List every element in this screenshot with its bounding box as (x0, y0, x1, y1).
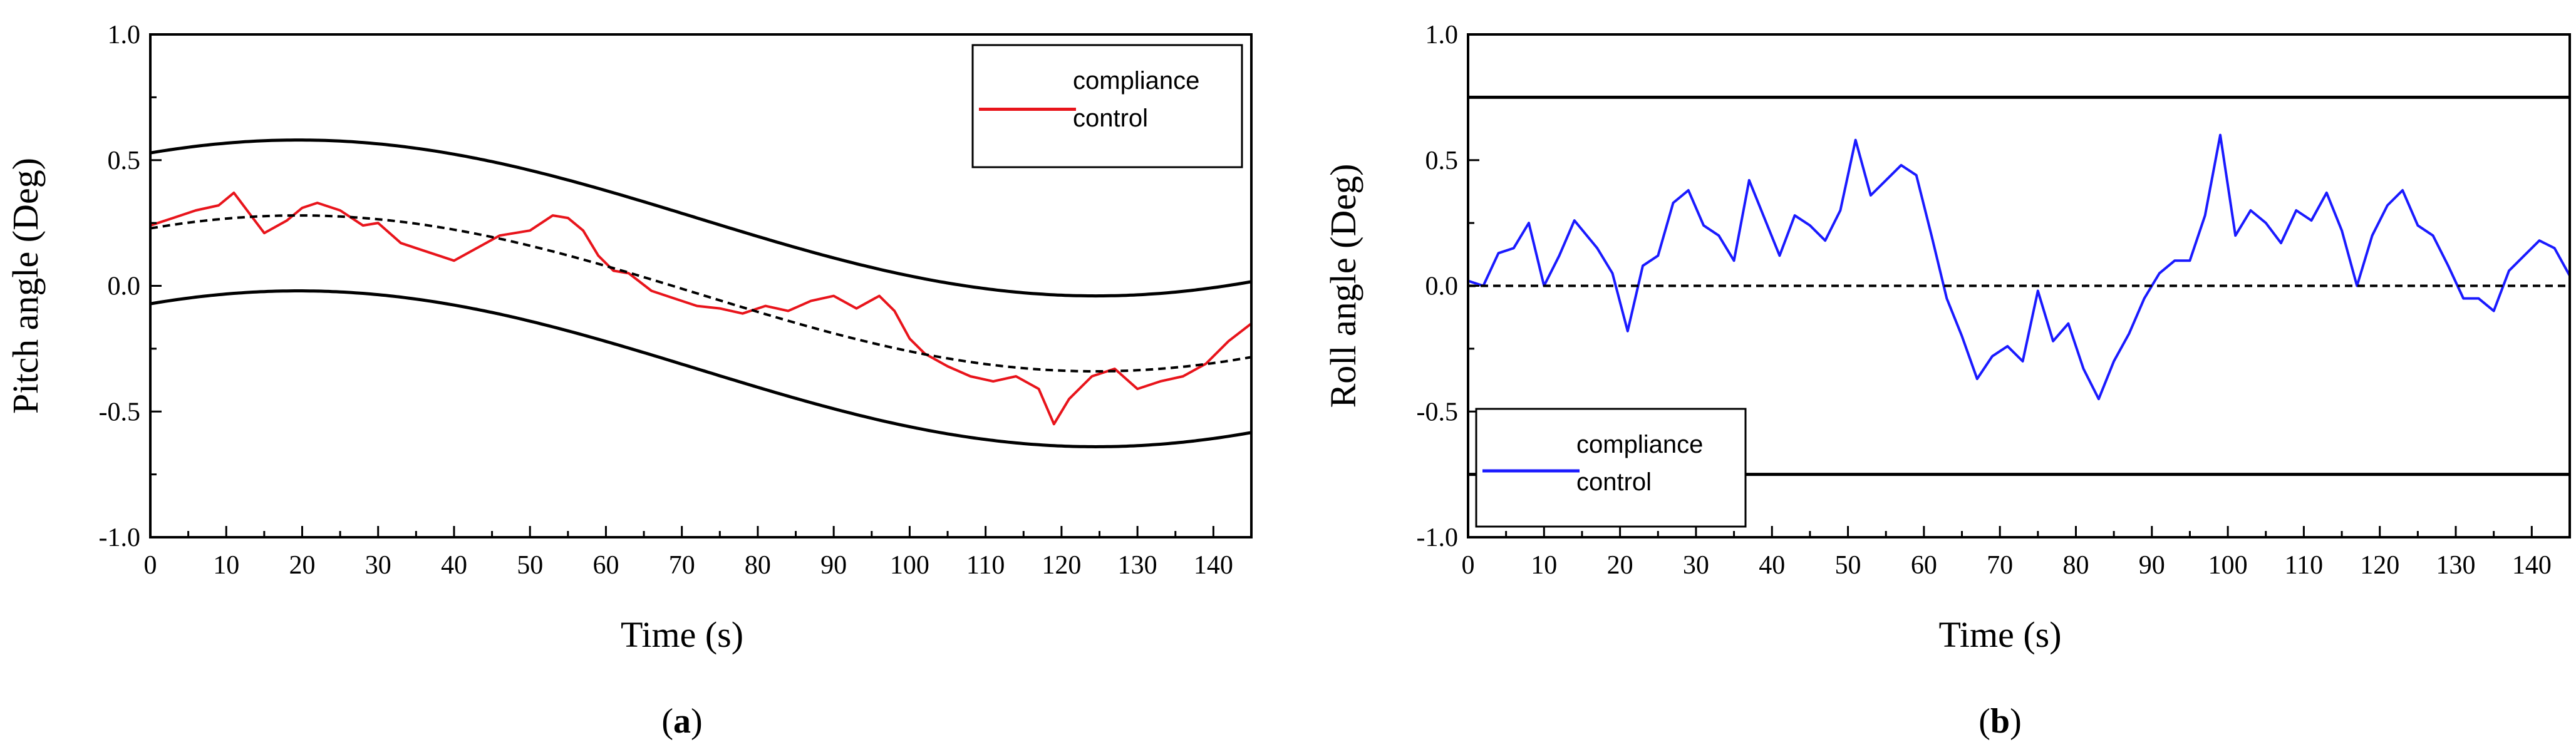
y-axis-title: Roll angle (Deg) (1323, 164, 1363, 408)
x-axis-title: Time (s) (1938, 614, 2061, 655)
x-tick-label: 30 (1683, 551, 1709, 580)
legend-box (1475, 408, 1747, 528)
x-tick-label: 40 (441, 551, 467, 580)
y-tick-label: 1.0 (108, 21, 141, 49)
legend-label-line-2: control (1576, 468, 1652, 496)
x-tick-label: 100 (890, 551, 929, 580)
legend-label-line-1: compliance (1073, 67, 1199, 95)
x-tick-label: 140 (1194, 551, 1233, 580)
panel-caption: (a) (661, 702, 702, 741)
y-tick-label: -1.0 (99, 523, 141, 552)
y-axis: 1.0 0.5 0.0 -0.5 -1.0 (99, 21, 162, 552)
panel-label: a (673, 702, 691, 741)
x-tick-label: 70 (669, 551, 695, 580)
x-tick-label: 90 (820, 551, 847, 580)
chart-panel-b: 0 10 20 30 40 50 60 70 80 90 100 110 120 130 140 Time (… (1323, 21, 2571, 741)
x-tick-label: 140 (2512, 551, 2552, 580)
y-tick-label: -0.5 (1417, 398, 1459, 426)
x-tick-label: 10 (1531, 551, 1557, 580)
x-tick-label: 50 (517, 551, 543, 580)
x-axis: 0 10 20 30 40 50 60 70 80 90 100 110 120 130 140 (144, 526, 1233, 580)
legend: compliance control (971, 44, 1243, 168)
panel-caption: (b) (1979, 702, 2021, 741)
y-axis-title: Pitch angle (Deg) (5, 158, 46, 414)
y-axis: 1.0 0.5 0.0 -0.5 -1.0 (1417, 21, 1479, 552)
chart-panel-a: 0 10 20 30 40 50 60 70 80 90 100 110 120 130 140 Time (… (5, 21, 1253, 741)
x-tick-label: 80 (745, 551, 771, 580)
x-tick-label: 20 (289, 551, 315, 580)
series-line-upper-bound (150, 138, 1251, 298)
x-tick-label: 0 (144, 551, 157, 580)
series-line-reference (150, 214, 1251, 373)
series-line-lower-bound (150, 289, 1251, 448)
x-tick-label: 10 (213, 551, 239, 580)
x-tick-label: 40 (1759, 551, 1785, 580)
x-axis-title: Time (s) (621, 614, 743, 655)
x-tick-label: 60 (592, 551, 619, 580)
x-tick-label: 30 (365, 551, 391, 580)
x-tick-label: 50 (1835, 551, 1861, 580)
x-tick-label: 130 (2436, 551, 2476, 580)
x-tick-label: 90 (2139, 551, 2165, 580)
series-line-compliance-control (150, 191, 1251, 426)
x-axis: 0 10 20 30 40 50 60 70 80 90 100 110 120 130 140 (1462, 526, 2552, 580)
legend-label-line-1: compliance (1576, 431, 1703, 458)
y-tick-label: 0.5 (108, 147, 141, 175)
legend-box (971, 44, 1243, 168)
legend: compliance control (1475, 408, 1747, 528)
y-tick-label: 0.5 (1425, 147, 1459, 175)
x-tick-label: 80 (2062, 551, 2089, 580)
x-tick-label: 110 (966, 551, 1005, 580)
x-tick-label: 120 (2360, 551, 2399, 580)
panel-label: b (1990, 702, 2010, 741)
x-tick-label: 130 (1118, 551, 1157, 580)
x-tick-label: 60 (1911, 551, 1937, 580)
series-group (150, 138, 1251, 448)
x-tick-label: 100 (2208, 551, 2248, 580)
y-tick-label: 0.0 (1425, 272, 1459, 301)
series-line-compliance-control (1468, 133, 2570, 401)
y-tick-label: 1.0 (1425, 21, 1459, 49)
y-tick-label: 0.0 (108, 272, 141, 301)
y-tick-label: -1.0 (1417, 523, 1459, 552)
x-tick-label: 70 (1987, 551, 2013, 580)
x-tick-label: 110 (2285, 551, 2323, 580)
x-tick-label: 120 (1042, 551, 1081, 580)
legend-label-line-2: control (1073, 105, 1148, 132)
x-tick-label: 0 (1462, 551, 1475, 580)
y-tick-label: -0.5 (99, 398, 141, 426)
x-tick-label: 20 (1607, 551, 1633, 580)
